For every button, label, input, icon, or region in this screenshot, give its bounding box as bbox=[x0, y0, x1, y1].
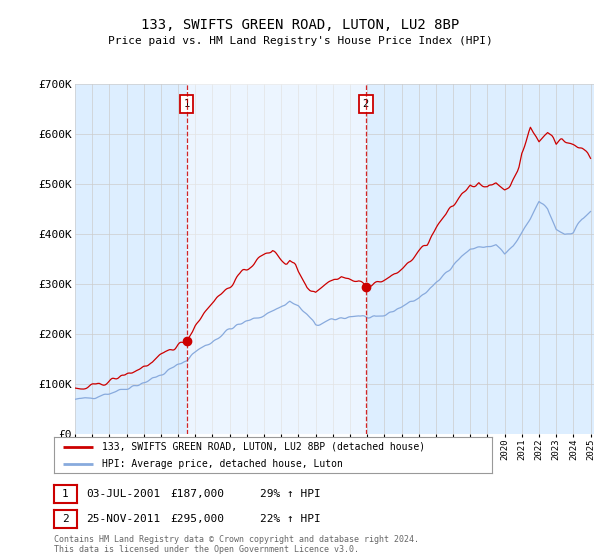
Text: 1: 1 bbox=[184, 99, 190, 109]
Text: 25-NOV-2011: 25-NOV-2011 bbox=[86, 514, 160, 524]
Text: 29% ↑ HPI: 29% ↑ HPI bbox=[260, 489, 320, 499]
Text: 22% ↑ HPI: 22% ↑ HPI bbox=[260, 514, 320, 524]
Text: Price paid vs. HM Land Registry's House Price Index (HPI): Price paid vs. HM Land Registry's House … bbox=[107, 36, 493, 46]
Text: HPI: Average price, detached house, Luton: HPI: Average price, detached house, Luto… bbox=[102, 459, 343, 469]
Text: 2: 2 bbox=[62, 514, 69, 524]
Text: 1: 1 bbox=[62, 489, 69, 499]
Text: £295,000: £295,000 bbox=[170, 514, 224, 524]
Text: 2: 2 bbox=[362, 99, 369, 109]
Text: £187,000: £187,000 bbox=[170, 489, 224, 499]
Text: 133, SWIFTS GREEN ROAD, LUTON, LU2 8BP: 133, SWIFTS GREEN ROAD, LUTON, LU2 8BP bbox=[141, 18, 459, 32]
Text: 133, SWIFTS GREEN ROAD, LUTON, LU2 8BP (detached house): 133, SWIFTS GREEN ROAD, LUTON, LU2 8BP (… bbox=[102, 442, 425, 452]
Text: 03-JUL-2001: 03-JUL-2001 bbox=[86, 489, 160, 499]
Bar bbox=[187, 84, 366, 434]
Text: Contains HM Land Registry data © Crown copyright and database right 2024.
This d: Contains HM Land Registry data © Crown c… bbox=[54, 535, 419, 554]
